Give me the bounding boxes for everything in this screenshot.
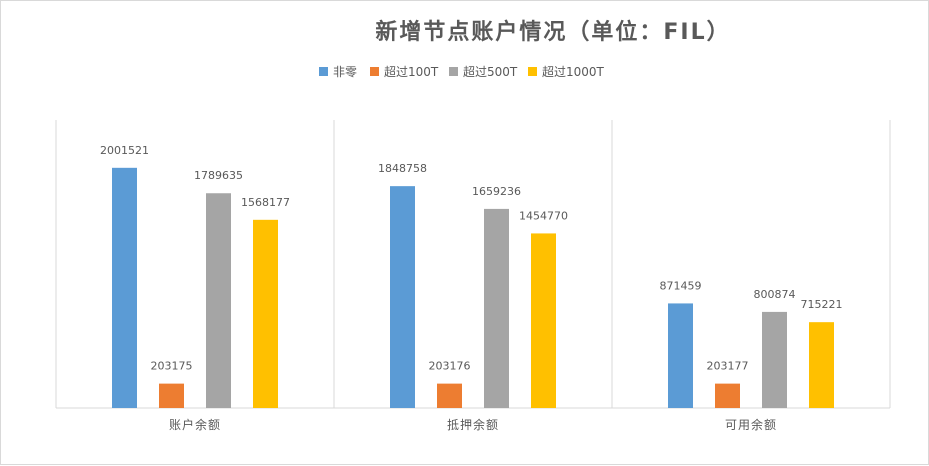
category-label: 账户余额: [169, 417, 221, 432]
legend-item: 超过1000T: [528, 64, 605, 79]
data-label: 2001521: [100, 144, 149, 157]
bar: [531, 233, 556, 408]
bar: [484, 208, 509, 408]
bar: [437, 383, 462, 408]
legend-label: 超过100T: [384, 64, 439, 79]
legend: 非零 超过100T 超过500T 超过1000T: [319, 64, 605, 79]
plot-area: 2001521 203175 1789635 1568177 账户余额 1848758 20…: [55, 120, 891, 432]
category-label: 可用余额: [725, 417, 777, 432]
legend-label: 超过500T: [463, 64, 518, 79]
data-label: 203175: [151, 360, 193, 373]
bar: [715, 383, 740, 408]
data-label: 871459: [660, 279, 702, 292]
data-label: 203176: [429, 360, 471, 373]
data-label: 1454770: [519, 209, 568, 222]
data-label: 203177: [707, 360, 749, 373]
legend-item: 非零: [319, 65, 357, 79]
legend-swatch: [370, 67, 379, 76]
bar: [668, 303, 693, 408]
legend-label: 超过1000T: [542, 64, 605, 79]
data-label: 1659236: [472, 185, 521, 198]
chart-title: 新增节点账户情况（单位：FIL）: [375, 19, 730, 45]
bar: [112, 167, 137, 408]
data-label: 715221: [801, 298, 843, 311]
legend-swatch: [528, 67, 537, 76]
legend-swatch: [319, 67, 328, 76]
data-label: 800874: [754, 288, 796, 301]
legend-swatch: [449, 67, 458, 76]
bar: [253, 219, 278, 408]
bar: [206, 193, 231, 408]
legend-item: 超过100T: [370, 64, 439, 79]
bar: [390, 186, 415, 408]
data-label: 1789635: [194, 169, 243, 182]
data-label: 1568177: [241, 196, 290, 209]
bar: [809, 322, 834, 408]
bar: [159, 383, 184, 408]
data-label: 1848758: [378, 162, 427, 175]
legend-label: 非零: [333, 65, 357, 79]
category-label: 抵押余额: [447, 417, 499, 432]
legend-item: 超过500T: [449, 64, 518, 79]
bar: [762, 311, 787, 408]
